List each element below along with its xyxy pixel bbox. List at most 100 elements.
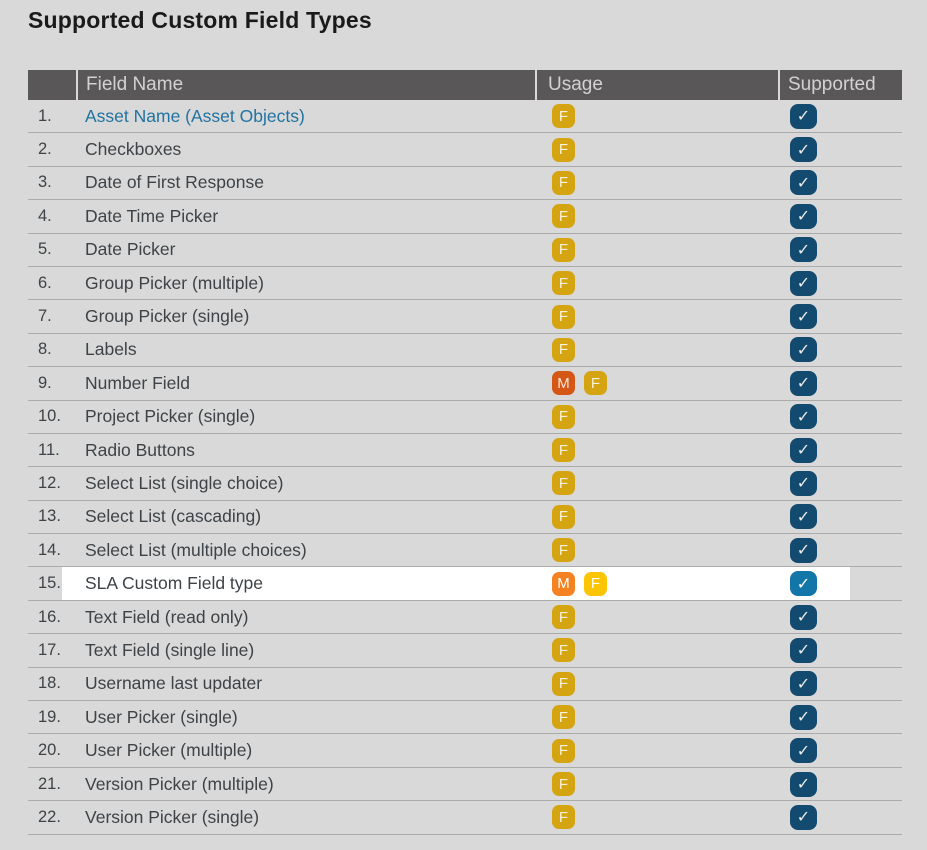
- supported-check-icon: ✓: [790, 637, 817, 663]
- field-name: Radio Buttons: [76, 440, 535, 461]
- supported-check-icon: ✓: [790, 103, 817, 129]
- usage-badge-m-icon: M: [552, 571, 575, 596]
- supported-cell: ✓: [778, 404, 902, 430]
- table-row: 2. Checkboxes F ✓: [28, 133, 902, 167]
- usage-cell: F: [535, 204, 778, 229]
- row-number: 12.: [38, 473, 61, 492]
- field-name-text: Number Field: [85, 372, 191, 393]
- header-usage: Usage: [535, 70, 778, 100]
- usage-badge-f-icon: F: [552, 671, 575, 696]
- table-row: 18. Username last updater F ✓: [28, 668, 902, 702]
- header-field-name: Field Name: [76, 70, 535, 100]
- supported-check-icon: ✓: [790, 437, 817, 463]
- usage-cell: F: [535, 638, 778, 663]
- row-number: 22.: [38, 807, 61, 826]
- usage-badge-f-icon: F: [552, 404, 575, 429]
- usage-cell: F: [535, 404, 778, 429]
- usage-badge-f-icon: F: [552, 805, 575, 830]
- usage-cell: F: [535, 337, 778, 362]
- row-number: 17.: [38, 640, 61, 659]
- row-number: 2.: [38, 140, 52, 159]
- table-row: 7. Group Picker (single) F ✓: [28, 300, 902, 334]
- usage-badge-f-icon: F: [552, 137, 575, 162]
- table-header-row: Field Name Usage Supported: [28, 70, 902, 100]
- supported-cell: ✓: [778, 571, 902, 597]
- supported-cell: ✓: [778, 170, 902, 196]
- supported-cell: ✓: [778, 237, 902, 263]
- usage-cell: F: [535, 471, 778, 496]
- table-row: 10. Project Picker (single) F ✓: [28, 401, 902, 434]
- field-name: Group Picker (single): [76, 306, 535, 327]
- supported-cell: ✓: [778, 604, 902, 630]
- field-name-text: User Picker (single): [85, 706, 238, 727]
- row-number: 19.: [38, 707, 61, 726]
- supported-check-icon: ✓: [790, 203, 817, 229]
- row-number: 3.: [38, 173, 52, 192]
- table-row: 17. Text Field (single line) F ✓: [28, 634, 902, 668]
- field-name-text: Date of First Response: [85, 172, 264, 193]
- supported-cell: ✓: [778, 203, 902, 229]
- field-name: Group Picker (multiple): [76, 273, 535, 294]
- row-number: 8.: [38, 340, 52, 359]
- usage-cell: F: [535, 170, 778, 195]
- table-row: 13. Select List (cascading) F ✓: [28, 501, 902, 535]
- usage-badge-f-icon: F: [584, 371, 607, 396]
- table-row: 3. Date of First Response F ✓: [28, 167, 902, 201]
- field-name: Date Time Picker: [76, 206, 535, 227]
- field-name-link[interactable]: Asset Name (Asset Objects): [85, 105, 305, 126]
- row-number: 20.: [38, 741, 61, 760]
- supported-cell: ✓: [778, 437, 902, 463]
- usage-badge-f-icon: F: [552, 337, 575, 362]
- usage-badge-m-icon: M: [552, 371, 575, 396]
- usage-cell: F: [535, 504, 778, 529]
- usage-badge-f-icon: F: [552, 605, 575, 630]
- usage-badge-f-icon: F: [552, 504, 575, 529]
- usage-cell: F: [535, 772, 778, 796]
- usage-badge-f-icon: F: [552, 471, 575, 496]
- supported-check-icon: ✓: [790, 804, 817, 830]
- supported-check-icon: ✓: [790, 370, 817, 396]
- field-name: Project Picker (single): [76, 406, 535, 427]
- usage-cell: F: [535, 237, 778, 262]
- usage-cell: F: [535, 438, 778, 463]
- table-row: 4. Date Time Picker F ✓: [28, 200, 902, 234]
- supported-cell: ✓: [778, 304, 902, 330]
- usage-cell: F: [535, 805, 778, 830]
- table-row: 11. Radio Buttons F ✓: [28, 434, 902, 468]
- supported-cell: ✓: [778, 504, 902, 530]
- page-title: Supported Custom Field Types: [28, 7, 372, 33]
- field-name-text: Select List (single choice): [85, 472, 284, 493]
- field-name-text: Labels: [85, 339, 137, 360]
- usage-cell: F: [535, 738, 778, 763]
- field-name: User Picker (single): [76, 707, 535, 728]
- field-name-text: Select List (cascading): [85, 506, 262, 527]
- usage-cell: F: [535, 705, 778, 730]
- usage-badge-f-icon: F: [552, 170, 575, 195]
- supported-check-icon: ✓: [790, 604, 817, 630]
- table-row: 1. Asset Name (Asset Objects) F ✓: [28, 100, 902, 134]
- supported-check-icon: ✓: [790, 170, 817, 196]
- usage-badge-f-icon: F: [552, 738, 575, 763]
- row-number: 13.: [38, 507, 61, 526]
- supported-cell: ✓: [778, 771, 902, 797]
- row-number: 21.: [38, 774, 61, 793]
- header-number-column: [28, 70, 76, 100]
- supported-cell: ✓: [778, 804, 902, 830]
- supported-cell: ✓: [778, 738, 902, 764]
- field-name-text: Group Picker (multiple): [85, 272, 264, 293]
- field-name: Number Field: [76, 373, 535, 394]
- usage-badge-f-icon: F: [552, 237, 575, 262]
- table-row: 20. User Picker (multiple) F ✓: [28, 734, 902, 768]
- table-body: 1. Asset Name (Asset Objects) F ✓ 2. Che…: [28, 100, 902, 835]
- field-name: Labels: [76, 339, 535, 360]
- supported-cell: ✓: [778, 270, 902, 296]
- supported-cell: ✓: [778, 337, 902, 363]
- row-number: 1.: [38, 106, 52, 125]
- supported-cell: ✓: [778, 637, 902, 663]
- usage-cell: F: [535, 271, 778, 296]
- table-row: 14. Select List (multiple choices) F ✓: [28, 534, 902, 568]
- field-name: Select List (multiple choices): [76, 540, 535, 561]
